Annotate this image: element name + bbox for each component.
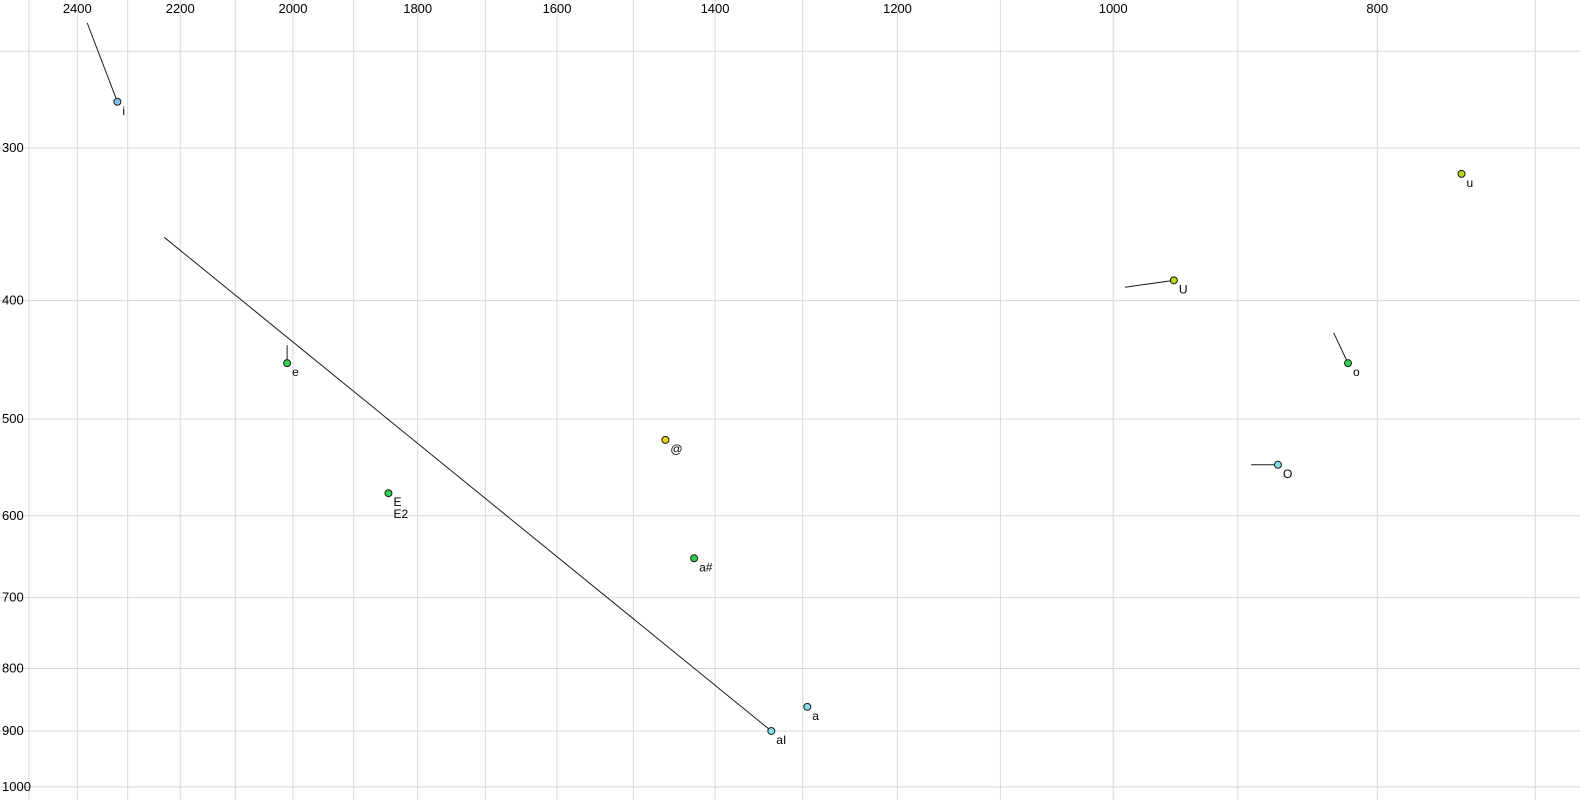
trajectory-o xyxy=(1333,332,1349,364)
x-tick-label-800: 800 xyxy=(1366,1,1388,16)
point-label-E: E xyxy=(393,495,401,509)
point-label-e: e xyxy=(292,365,299,379)
y-tick-label-900: 900 xyxy=(2,723,24,738)
axis-tick-labels: 2400 2200 2000 1800 1600 1400 1200 1000 800 300 40… xyxy=(2,1,1388,794)
x-tick-label-2200: 2200 xyxy=(166,1,195,16)
x-tick-label-1600: 1600 xyxy=(543,1,572,16)
x-tick-label-1200: 1200 xyxy=(883,1,912,16)
trajectory-i xyxy=(86,22,118,102)
y-tick-label-400: 400 xyxy=(2,293,24,308)
point-label-aI: aI xyxy=(776,733,786,747)
x-tick-label-2000: 2000 xyxy=(279,1,308,16)
point-label-O: O xyxy=(1283,467,1292,481)
x-tick-label-1000: 1000 xyxy=(1099,1,1128,16)
trajectory-aI xyxy=(163,236,772,732)
trajectory-U xyxy=(1125,279,1174,288)
point-marker-i xyxy=(113,97,122,106)
y-tick-label-1000: 1000 xyxy=(2,779,31,794)
point-marker-O xyxy=(1273,460,1282,469)
point-marker-u xyxy=(1457,169,1466,178)
point-label-U: U xyxy=(1179,282,1188,296)
point-marker-@ xyxy=(661,435,670,444)
point-marker-o xyxy=(1343,359,1352,368)
y-tick-label-300: 300 xyxy=(2,140,24,155)
data-points: i u Uo e @ O EE2 a# a aI xyxy=(113,97,1473,747)
point-label-o: o xyxy=(1353,365,1360,379)
point-label-E2: E2 xyxy=(393,507,408,521)
point-label-a: a xyxy=(812,709,819,723)
point-marker-E xyxy=(384,489,393,498)
point-marker-aI xyxy=(767,726,776,735)
point-marker-e xyxy=(283,359,292,368)
x-tick-label-1400: 1400 xyxy=(701,1,730,16)
point-marker-a xyxy=(803,702,812,711)
x-tick-label-1800: 1800 xyxy=(403,1,432,16)
y-tick-label-600: 600 xyxy=(2,508,24,523)
y-tick-label-500: 500 xyxy=(2,411,24,426)
y-tick-label-700: 700 xyxy=(2,590,24,605)
point-marker-a# xyxy=(690,554,699,563)
point-label-i: i xyxy=(122,104,125,118)
y-tick-label-800: 800 xyxy=(2,660,24,675)
point-label-a#: a# xyxy=(699,560,713,574)
point-marker-U xyxy=(1169,276,1178,285)
x-tick-label-2400: 2400 xyxy=(63,1,92,16)
point-label-@: @ xyxy=(670,442,682,456)
point-label-u: u xyxy=(1466,176,1473,190)
